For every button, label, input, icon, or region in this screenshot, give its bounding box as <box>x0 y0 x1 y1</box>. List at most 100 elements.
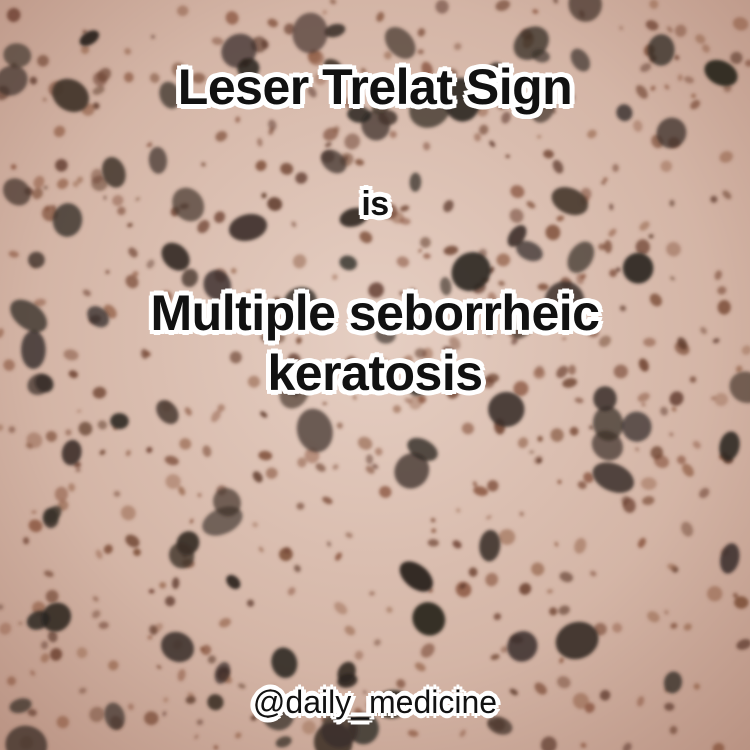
lesion-spot <box>104 702 125 730</box>
lesion-spot <box>554 541 559 547</box>
lesion-spot <box>76 647 88 659</box>
lesion-spot <box>133 548 141 557</box>
lesion-spot <box>714 392 728 407</box>
lesion-spot <box>283 546 291 554</box>
lesion-spot <box>404 397 412 404</box>
lesion-spot <box>562 378 578 388</box>
lesion-spot <box>399 205 410 212</box>
lesion-spot <box>589 570 597 577</box>
lesion-spot <box>633 120 643 132</box>
lesion-spot <box>237 58 260 79</box>
lesion-spot <box>389 130 397 139</box>
lesion-spot <box>363 690 367 695</box>
finding-text: Multiple seborrheic keratosis <box>0 283 750 403</box>
lesion-spot <box>292 254 307 269</box>
lesion-spot <box>196 719 204 726</box>
lesion-spot <box>720 543 740 574</box>
lesion-spot <box>585 324 599 338</box>
lesion-spot <box>666 241 681 257</box>
lesion-spot <box>148 146 168 174</box>
lesion-spot <box>378 14 384 21</box>
lesion-spot <box>717 300 731 315</box>
lesion-spot <box>321 711 359 748</box>
lesion-spot <box>468 367 483 383</box>
lesion-spot <box>217 404 225 412</box>
lesion-spot <box>113 490 121 497</box>
lesion-spot <box>321 706 330 715</box>
lesion-spot <box>168 542 195 569</box>
lesion-spot <box>8 250 19 258</box>
lesion-spot <box>530 92 556 123</box>
lesion-spot <box>463 700 472 710</box>
lesion-spot <box>76 176 84 184</box>
lesion-spot <box>512 317 534 339</box>
lesion-spot <box>446 68 458 80</box>
lesion-spot <box>533 367 546 380</box>
lesion-spot <box>669 391 684 406</box>
lesion-spot <box>226 574 241 590</box>
lesion-spot <box>557 479 562 485</box>
lesion-spot <box>442 346 455 356</box>
lesion-spot <box>592 462 634 493</box>
lesion-spot <box>461 422 474 435</box>
lesion-spot <box>414 348 427 359</box>
lesion-spot <box>536 134 542 139</box>
lesion-spot <box>455 581 472 598</box>
lesion-spot <box>0 604 4 610</box>
lesion-spot <box>357 436 373 450</box>
lesion-spot <box>430 517 436 523</box>
lesion-spot <box>487 716 513 735</box>
lesion-spot <box>3 178 31 206</box>
lesion-spot <box>677 74 683 82</box>
lesion-spot <box>322 9 327 15</box>
lesion-spot <box>257 137 263 147</box>
lesion-spot <box>489 140 496 148</box>
lesion-spot <box>323 127 339 141</box>
lesion-spot <box>534 682 547 695</box>
lesion-spot <box>559 657 564 664</box>
lesion-spot <box>335 552 342 561</box>
lesion-spot <box>92 71 108 87</box>
lesion-spot <box>664 702 675 711</box>
lesion-spot <box>54 486 69 502</box>
lesion-spot <box>487 292 497 305</box>
lesion-spot <box>400 355 413 369</box>
lesion-spot <box>369 591 375 596</box>
lesion-spot <box>710 396 716 401</box>
lesion-spot <box>127 222 133 228</box>
lesion-spot <box>674 55 680 61</box>
lesion-spot <box>345 532 353 539</box>
lesion-spot <box>567 241 595 274</box>
lesion-spot <box>537 283 549 291</box>
lesion-spot <box>531 562 545 576</box>
lesion-spot <box>275 736 292 748</box>
lesion-spot <box>295 336 302 345</box>
lesion-spot <box>287 353 301 366</box>
lesion-spot <box>33 298 47 307</box>
lesion-spot <box>368 282 384 298</box>
lesion-spot <box>171 577 180 590</box>
lesion-spot <box>354 650 364 660</box>
lesion-spot <box>667 563 677 571</box>
lesion-spot <box>197 492 202 498</box>
lesion-spot <box>161 242 190 271</box>
lesion-spot <box>443 245 459 256</box>
lesion-spot <box>383 51 392 60</box>
lesion-spot <box>598 335 611 347</box>
lesion-spot <box>591 430 623 461</box>
lesion-spot <box>396 679 406 689</box>
lesion-spot <box>689 376 697 383</box>
lesion-spot <box>125 274 139 289</box>
lesion-spot <box>287 587 296 596</box>
lesion-spot <box>446 380 453 388</box>
lesion-spot <box>570 48 591 72</box>
lesion-spot <box>649 0 659 9</box>
lesion-spot <box>412 602 446 636</box>
lesion-spot <box>569 426 579 436</box>
lesion-spot <box>417 49 424 55</box>
lesion-spot <box>280 162 294 175</box>
lesion-spot <box>201 162 206 167</box>
lesion-spot <box>669 725 678 735</box>
lesion-spot <box>408 368 437 396</box>
lesion-spot <box>127 703 134 711</box>
